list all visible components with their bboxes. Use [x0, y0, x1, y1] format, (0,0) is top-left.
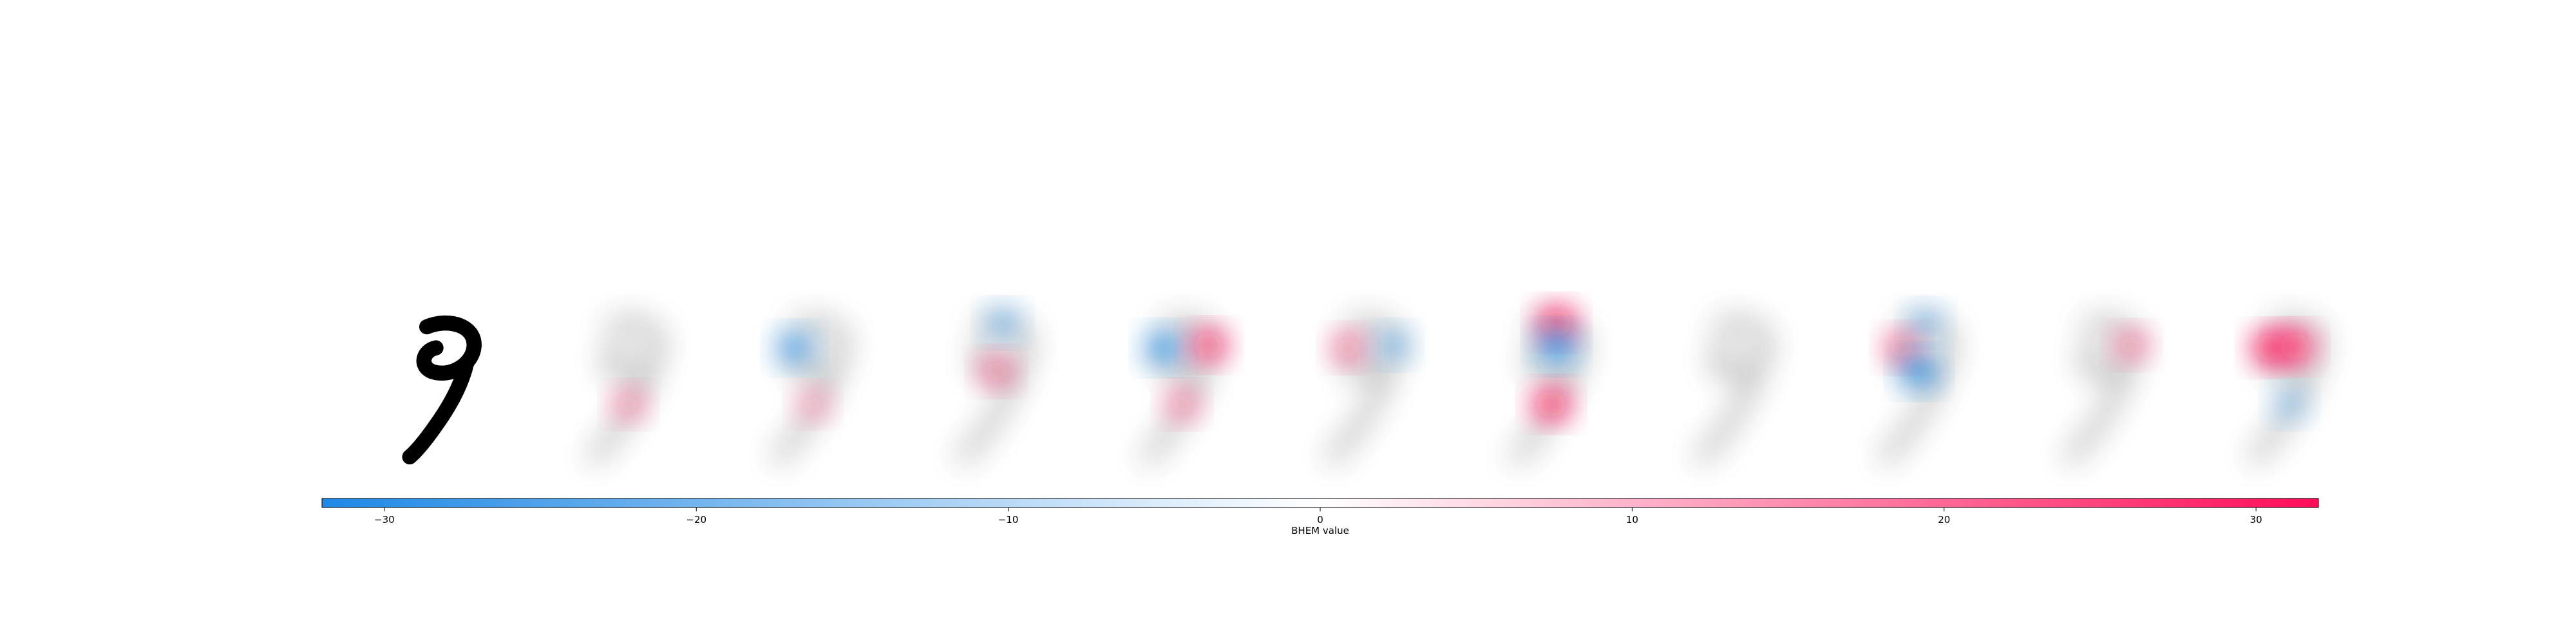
- shap-panel-9: [2064, 316, 2148, 464]
- shap-panel-7: [1695, 316, 1773, 464]
- colorbar-gradient: [321, 498, 2319, 508]
- attribution-red-loop-left: [1885, 333, 1919, 363]
- colorbar: −30 −20 −10 0 10 20 30 BHEM value: [321, 498, 2319, 536]
- attribution-red-stem: [1533, 388, 1569, 420]
- panel-row: [402, 307, 2327, 465]
- attribution-red-stem: [612, 390, 645, 419]
- attribution-blue-stem: [2273, 390, 2306, 419]
- attribution-blue-loop-left: [777, 332, 812, 363]
- attribution-blue-loop-top: [986, 308, 1019, 337]
- colorbar-tick-label: −20: [686, 514, 706, 526]
- digit-ghost: [2064, 316, 2142, 464]
- attribution-blue-loop-right: [1376, 331, 1410, 359]
- digit-ghost: [956, 316, 1035, 464]
- colorbar-tick-label: 10: [1626, 514, 1638, 526]
- digit-ghost: [1695, 316, 1773, 464]
- colorbar-tick-label: 30: [2250, 514, 2262, 526]
- colorbar-tick-label: −30: [374, 514, 395, 526]
- digit-ghost: [587, 316, 665, 464]
- attribution-red-loop-top: [1538, 307, 1575, 339]
- attribution-red-loop-right: [2115, 331, 2148, 359]
- attribution-red-stem: [1166, 390, 1198, 419]
- attribution-red-loop-left: [1332, 334, 1365, 362]
- attribution-blue-loop-center: [1538, 330, 1575, 363]
- colorbar-label: BHEM value: [1291, 525, 1349, 536]
- colorbar-tick-label: −10: [998, 514, 1019, 526]
- input-digit-panel: [402, 315, 482, 465]
- attribution-blue-loop-left: [1146, 332, 1182, 363]
- shap-panel-8: [1879, 308, 1958, 464]
- colorbar-tick-label: 20: [1938, 514, 1950, 526]
- attribution-red-stem: [797, 391, 829, 418]
- shap-panel-10: [2248, 316, 2327, 464]
- digit-stem-stroke: [402, 357, 474, 465]
- attribution-blue-loop-top: [1909, 308, 1942, 337]
- shap-panel-4: [1141, 316, 1226, 464]
- attribution-red-loop-right: [1191, 330, 1226, 361]
- shap-panel-1: [587, 316, 665, 464]
- attribution-red-loop-center: [2277, 331, 2313, 363]
- colorbar-tick-label: 0: [1317, 514, 1323, 526]
- shap-panel-5: [1325, 316, 1410, 464]
- shap-panel-2: [772, 316, 850, 464]
- attribution-blue-loop-bottom: [1901, 355, 1937, 387]
- shap-panel-6: [1510, 307, 1588, 464]
- shap-panel-3: [956, 308, 1035, 464]
- attribution-red-loop-bottom: [980, 357, 1013, 386]
